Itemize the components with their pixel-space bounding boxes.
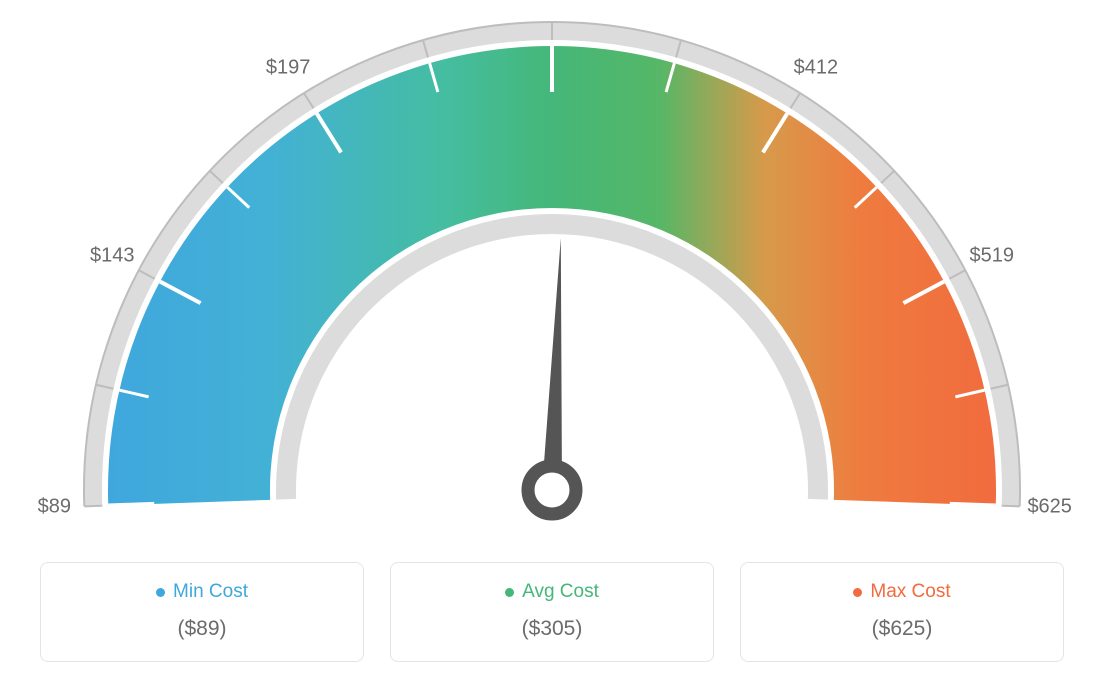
gauge-tick-label: $89 [38, 496, 71, 519]
legend-value-max: ($625) [751, 617, 1053, 641]
gauge-tick-label: $625 [1027, 496, 1072, 519]
cost-gauge-chart: $89 $143 $197 $305 $412 $519 $625 Min Cost ($8… [0, 0, 1104, 690]
gauge-tick-label: $519 [969, 245, 1014, 268]
legend-label-min: Min Cost [173, 581, 248, 603]
legend-card-avg: Avg Cost ($305) [390, 562, 714, 662]
dot-icon [156, 588, 165, 597]
legend-value-avg: ($305) [401, 617, 703, 641]
gauge-tick-label: $197 [266, 56, 311, 79]
gauge-tick-label: $305 [530, 0, 575, 4]
gauge-svg [0, 0, 1104, 560]
legend-row: Min Cost ($89) Avg Cost ($305) Max Cost … [40, 562, 1064, 662]
gauge-rim-tick [84, 506, 102, 507]
gauge-needle [542, 238, 562, 490]
legend-value-min: ($89) [51, 617, 353, 641]
gauge-area: $89 $143 $197 $305 $412 $519 $625 [0, 0, 1104, 560]
gauge-tick [108, 504, 154, 506]
legend-title-avg: Avg Cost [505, 581, 599, 603]
legend-label-avg: Avg Cost [522, 581, 599, 603]
legend-title-max: Max Cost [853, 581, 950, 603]
gauge-hub [528, 466, 576, 514]
gauge-tick [950, 504, 996, 506]
gauge-tick-label: $143 [90, 245, 135, 268]
dot-icon [505, 588, 514, 597]
dot-icon [853, 588, 862, 597]
gauge-rim-tick [1002, 506, 1020, 507]
legend-title-min: Min Cost [156, 581, 248, 603]
legend-card-max: Max Cost ($625) [740, 562, 1064, 662]
legend-label-max: Max Cost [870, 581, 950, 603]
legend-card-min: Min Cost ($89) [40, 562, 364, 662]
gauge-tick-label: $412 [794, 56, 839, 79]
